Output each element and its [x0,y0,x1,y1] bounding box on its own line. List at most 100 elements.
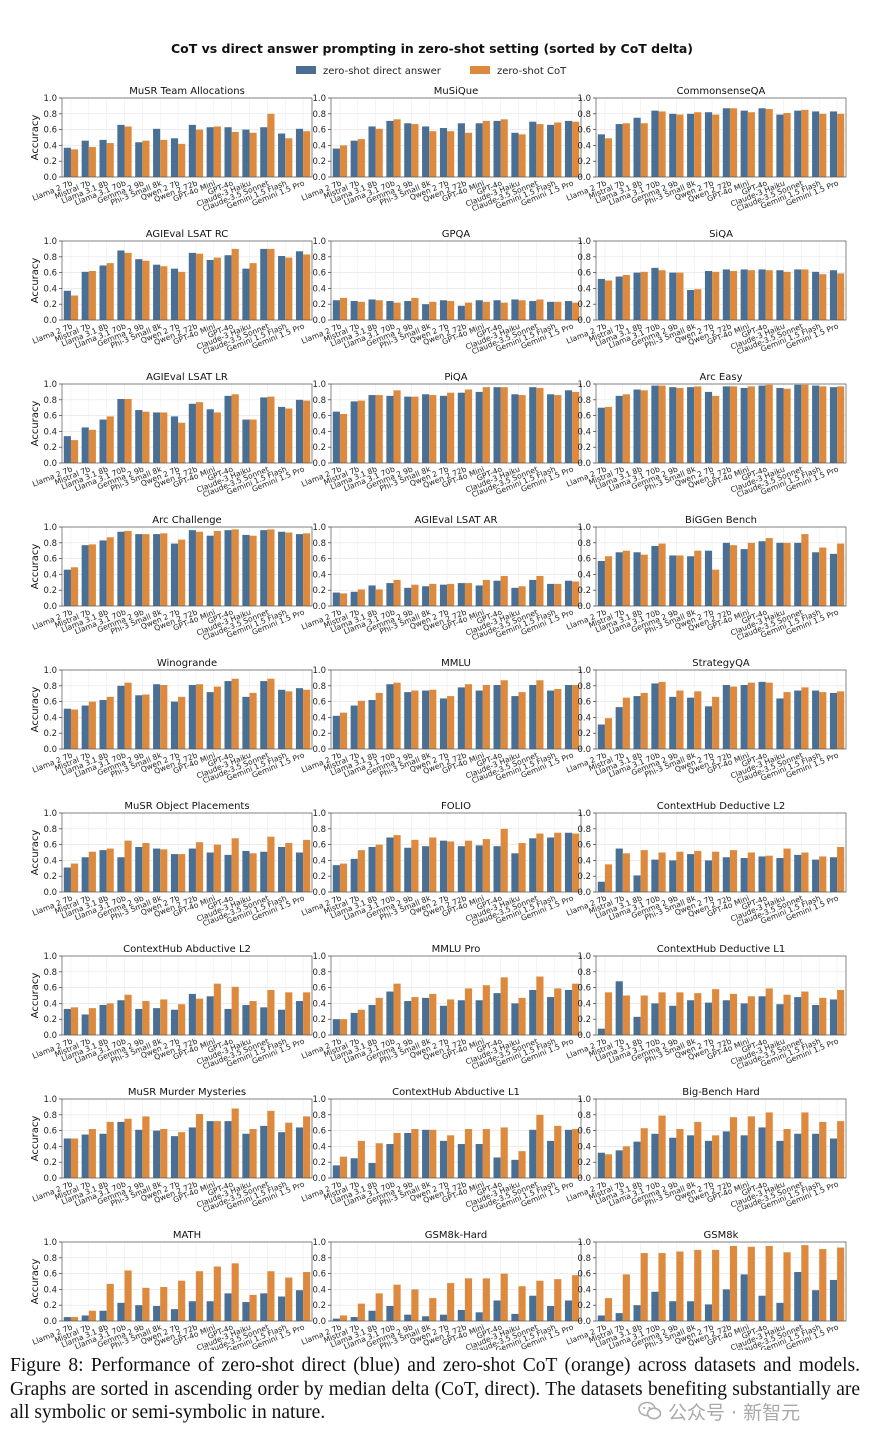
panel-title: StrategyQA [692,658,750,669]
bar-direct [633,389,641,463]
bar-direct [829,270,838,320]
bar-cot [837,989,845,1035]
bar-direct [117,399,125,463]
y-axis-label: Accuracy [30,830,41,876]
bar-direct [529,989,537,1035]
bar-direct [99,419,107,463]
bar-direct [493,993,501,1035]
bar-cot [640,123,648,177]
bar-cot [411,997,419,1035]
y-tick-label: 0.6 [577,984,591,994]
bar-cot [429,993,437,1035]
bar-direct [368,700,376,749]
bar-cot [195,253,204,320]
y-tick-label: 1.0 [312,952,326,962]
bar-cot [482,301,490,320]
bar-direct [829,1138,838,1178]
bar-cot [375,692,383,749]
bar-direct [81,857,89,892]
bar-direct [812,385,820,463]
y-tick-label: 0.8 [312,253,326,263]
bar-cot [640,692,648,749]
y-tick-label: 0.0 [43,316,57,326]
bar-cot [231,838,239,892]
bar-direct [422,126,430,177]
bar-cot [303,131,311,177]
bar-direct [153,264,161,320]
panel-title: GSM8k-Hard [425,1230,487,1241]
y-tick-label: 0.4 [577,284,591,294]
bar-cot [267,113,275,177]
bar-direct [153,1130,161,1178]
bar-direct [564,832,573,892]
y-tick-label: 0.8 [577,1111,591,1121]
y-tick-label: 0.8 [577,1254,591,1264]
bar-direct [99,265,107,320]
y-tick-label: 1.0 [577,666,591,676]
axes-frame [61,1241,313,1322]
y-tick-label: 0.8 [43,1111,57,1121]
bar-direct [529,1295,537,1321]
bar-direct [332,300,340,320]
bar-direct [829,999,838,1035]
bar-direct [829,857,838,892]
bar-cot [393,119,401,177]
bar-cot [249,692,257,749]
bar-direct [206,852,214,892]
bar-direct [457,687,465,749]
bar-cot [518,997,526,1035]
bar-cot [572,1275,580,1321]
axes-frame [595,1241,847,1322]
y-tick-label: 0.8 [43,253,57,263]
y-tick-label: 0.6 [43,555,57,565]
bar-cot [393,1284,401,1321]
bar-cot [518,692,526,749]
bar-cot [70,863,79,892]
y-tick-label: 1.0 [312,666,326,676]
panel-title: Big-Bench Hard [682,1087,760,1098]
bar-cot [694,386,702,463]
bar-cot [676,555,684,606]
y-tick-label: 1.0 [312,94,326,104]
bar-direct [475,585,483,606]
bar-cot [572,302,580,320]
y-tick-label: 1.0 [577,952,591,962]
bar-cot [464,132,473,177]
bar-direct [794,269,802,320]
bar-direct [224,1293,232,1321]
bar-cot [604,138,613,177]
y-tick-label: 0.2 [43,729,57,739]
axes-frame [330,383,582,464]
y-tick-label: 0.0 [577,745,591,755]
y-tick-label: 0.2 [577,1301,591,1311]
bar-cot [178,271,186,320]
bar-cot [106,143,114,177]
bar-cot [375,300,383,320]
bar-direct [651,267,659,320]
panel-title: MuSR Team Allocations [129,86,245,97]
bar-cot [357,400,365,463]
bar-direct [651,110,659,177]
bar-cot [213,530,221,606]
bar-cot [622,1146,630,1178]
bar-direct [669,696,677,749]
bar-direct [758,269,766,320]
y-tick-label: 0.4 [312,427,326,437]
bar-direct [493,846,501,892]
bar-direct [722,269,730,320]
bar-direct [457,1309,465,1321]
y-tick-label: 1.0 [43,1095,57,1105]
bar-cot [729,993,738,1035]
bar-direct [117,124,125,177]
bar-direct [350,1012,358,1035]
y-tick-label: 1.0 [43,952,57,962]
bar-direct [687,556,695,606]
axes-frame [330,97,582,178]
bar-direct [493,300,501,320]
y-tick-label: 1.0 [312,523,326,533]
bar-cot [267,836,275,892]
bar-cot [267,248,275,320]
